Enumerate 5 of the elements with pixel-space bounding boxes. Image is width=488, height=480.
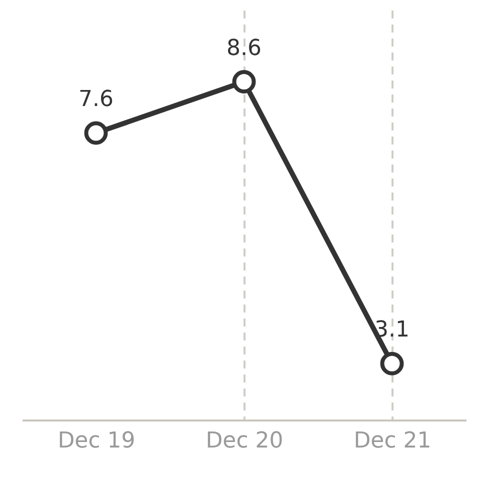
x-tick-label: Dec 21 xyxy=(354,428,432,454)
x-tick-label: Dec 19 xyxy=(58,428,136,454)
data-label: 8.6 xyxy=(226,36,262,61)
x-tick-label: Dec 20 xyxy=(206,428,284,454)
data-label: 7.6 xyxy=(78,87,114,112)
